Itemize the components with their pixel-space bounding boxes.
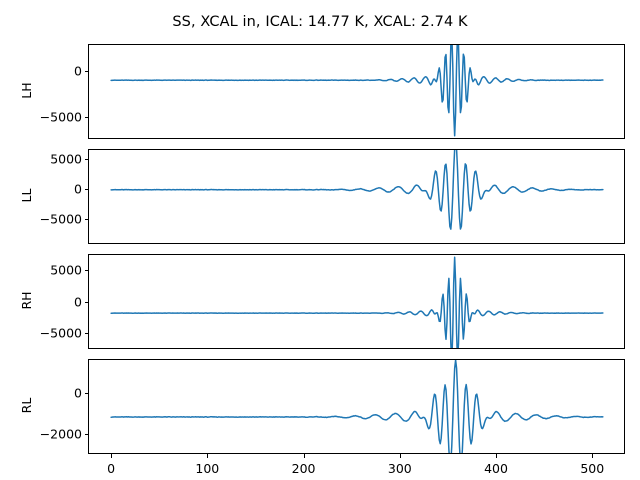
xtick-mark (592, 454, 594, 458)
xtick-label: 400 (484, 461, 508, 476)
ytick-mark (84, 116, 88, 118)
ytick-label: 0 (74, 181, 82, 197)
ylabel-lh: LH (18, 81, 34, 99)
interferogram-trace-lh (89, 45, 624, 138)
xtick-label: 300 (387, 461, 412, 476)
xtick-mark (496, 454, 498, 458)
ytick-label: 5000 (50, 151, 82, 167)
ytick-label: −5000 (39, 325, 82, 341)
subplot-ll (88, 149, 625, 244)
ytick-mark (84, 70, 88, 72)
interferogram-trace-rl (89, 360, 624, 453)
xtick-label: 200 (291, 461, 316, 476)
ylabel-ll: LL (18, 188, 34, 202)
ytick-label: 0 (74, 294, 82, 309)
ytick-label: −2000 (39, 426, 82, 442)
ytick-mark (84, 393, 88, 395)
figure-title: SS, XCAL in, ICAL: 14.77 K, XCAL: 2.74 K (172, 14, 468, 30)
ytick-mark (84, 218, 88, 220)
ytick-mark (84, 158, 88, 160)
xtick-mark (207, 454, 209, 458)
ytick-mark (84, 332, 88, 334)
ylabel-rh: RH (18, 290, 34, 310)
ytick-label: 0 (74, 63, 82, 79)
xtick-mark (399, 454, 401, 458)
ytick-mark (84, 301, 88, 303)
xtick-label: 500 (580, 461, 605, 476)
ytick-mark (84, 188, 88, 190)
ytick-mark (84, 433, 88, 435)
xtick-label: 0 (107, 461, 116, 476)
xtick-label: 100 (195, 461, 220, 476)
subplot-lh (88, 44, 625, 139)
ytick-label: −5000 (39, 211, 82, 227)
ytick-label: −5000 (39, 109, 82, 125)
subplot-rl (88, 359, 625, 454)
xtick-mark (303, 454, 305, 458)
xtick-mark (111, 454, 113, 458)
ytick-mark (84, 270, 88, 272)
ylabel-rl: RL (18, 397, 34, 413)
interferogram-trace-ll (89, 150, 624, 243)
ytick-label: 0 (74, 385, 82, 401)
ytick-label: 5000 (50, 262, 82, 278)
subplot-rh (88, 254, 625, 349)
interferogram-trace-rh (89, 255, 624, 348)
